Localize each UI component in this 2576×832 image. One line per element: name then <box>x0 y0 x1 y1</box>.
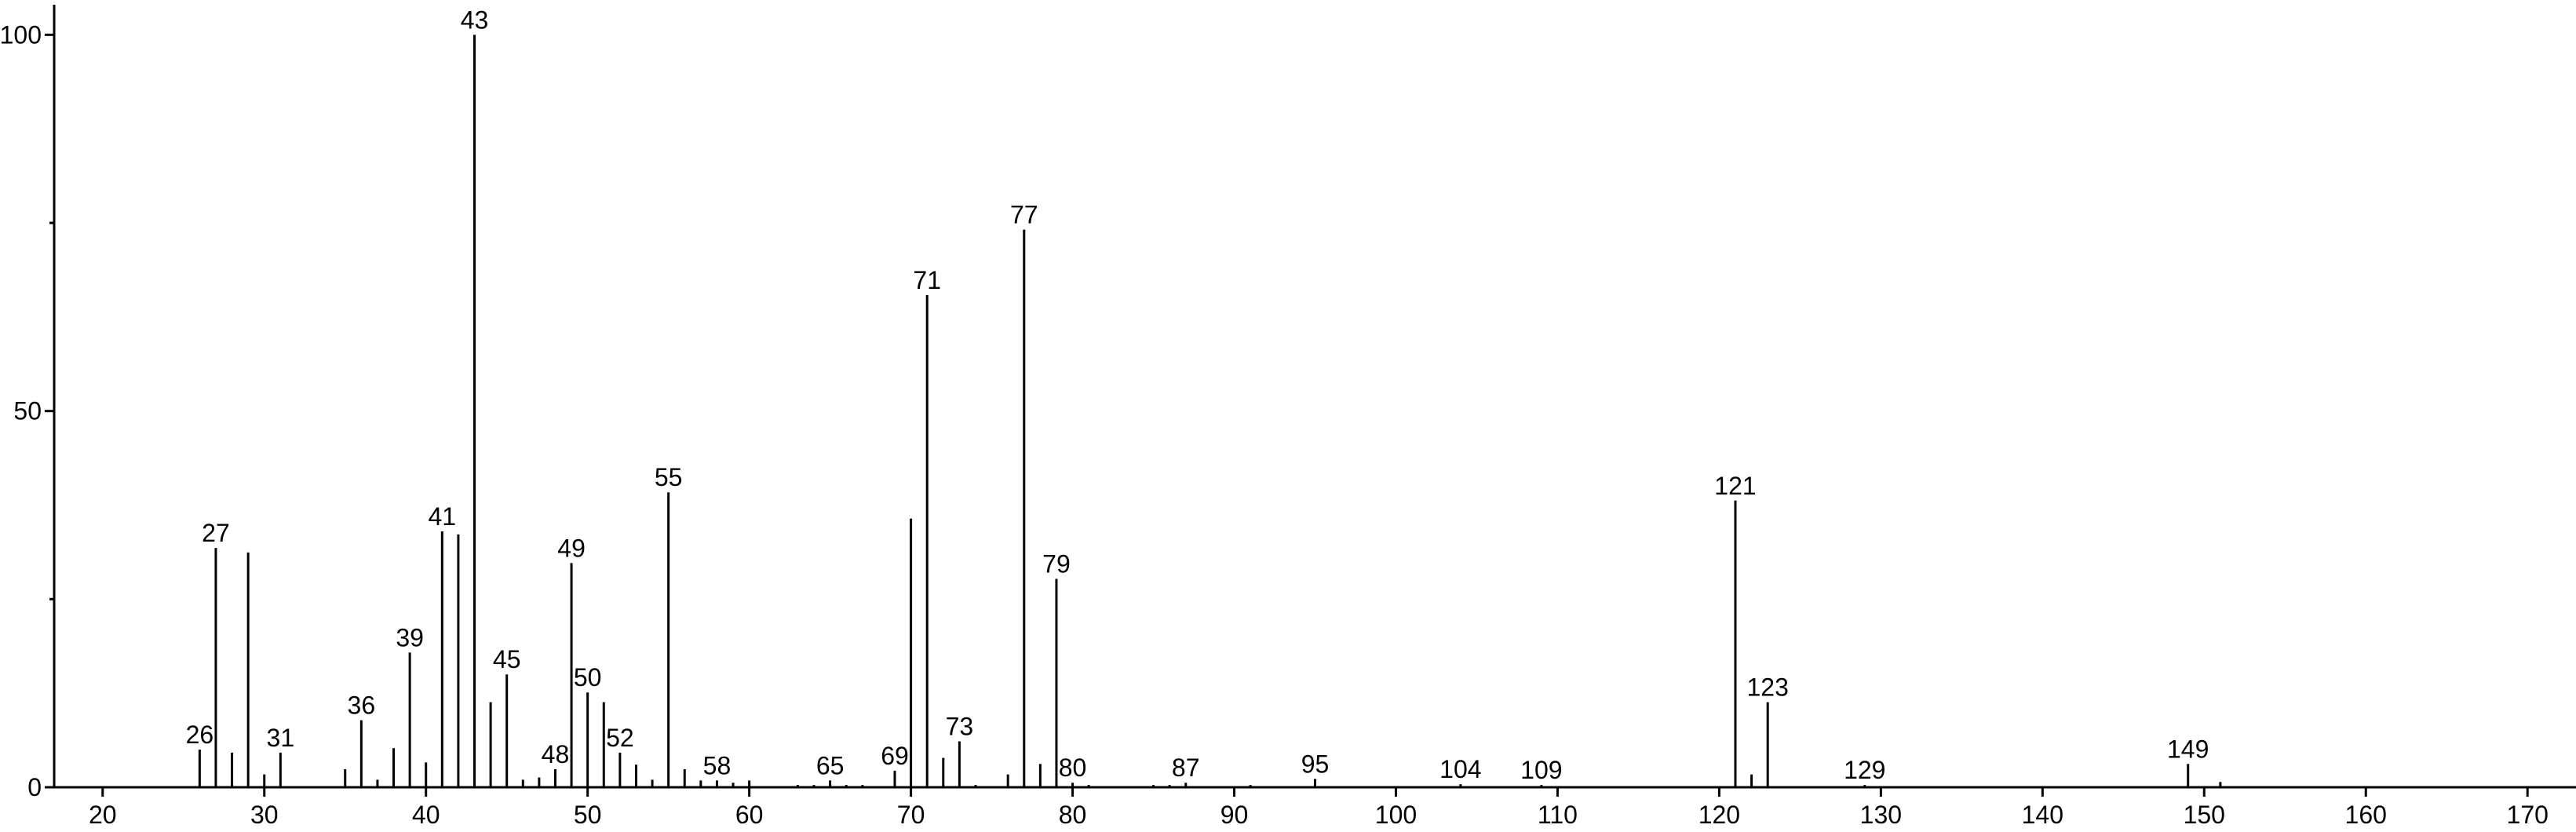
x-tick-label: 100 <box>1375 801 1417 829</box>
x-tick-label: 140 <box>2022 801 2063 829</box>
peak-label: 48 <box>542 740 570 768</box>
y-tick-label: 100 <box>0 20 42 49</box>
peak-label: 77 <box>1010 201 1038 229</box>
peak-label: 55 <box>655 463 683 491</box>
x-tick-label: 130 <box>1860 801 1902 829</box>
peak-label: 109 <box>1520 756 1562 784</box>
x-tick-label: 70 <box>897 801 925 829</box>
x-tick-label: 150 <box>2184 801 2225 829</box>
x-tick-label: 50 <box>574 801 602 829</box>
peak-label: 87 <box>1172 754 1200 782</box>
x-tick-label: 90 <box>1220 801 1249 829</box>
y-tick-label: 0 <box>27 773 42 801</box>
x-tick-label: 110 <box>1538 801 1578 829</box>
peak-label: 73 <box>946 713 974 741</box>
x-tick-label: 120 <box>1698 801 1740 829</box>
peak-label: 36 <box>348 692 376 720</box>
peak-label: 80 <box>1059 754 1087 782</box>
x-tick-label: 40 <box>412 801 440 829</box>
peak-label: 27 <box>202 519 230 547</box>
peak-label: 71 <box>913 266 941 294</box>
x-tick-label: 60 <box>735 801 764 829</box>
peak-label: 49 <box>557 534 586 562</box>
peak-label: 129 <box>1844 756 1885 784</box>
peak-label: 149 <box>2167 735 2209 763</box>
peak-label: 26 <box>186 721 214 749</box>
peak-label: 79 <box>1042 549 1071 578</box>
peak-label: 104 <box>1439 755 1481 783</box>
peak-label: 123 <box>1746 673 1788 702</box>
peak-label: 65 <box>816 751 845 779</box>
peak-label: 121 <box>1714 472 1756 500</box>
x-tick-label: 80 <box>1059 801 1087 829</box>
peak-label: 39 <box>396 623 424 651</box>
peak-label: 58 <box>703 751 732 779</box>
peak-label: 45 <box>493 645 521 673</box>
x-tick-label: 20 <box>89 801 117 829</box>
peak-label: 52 <box>606 724 634 752</box>
peak-label: 43 <box>461 5 489 34</box>
peak-label: 31 <box>267 724 295 752</box>
y-tick-label: 50 <box>13 397 42 425</box>
x-tick-label: 170 <box>2507 801 2549 829</box>
peak-label: 69 <box>881 742 909 770</box>
peak-label: 50 <box>574 663 602 692</box>
peak-label: 41 <box>429 502 457 531</box>
peak-label: 95 <box>1301 750 1330 778</box>
x-tick-label: 30 <box>250 801 279 829</box>
x-tick-label: 160 <box>2345 801 2387 829</box>
